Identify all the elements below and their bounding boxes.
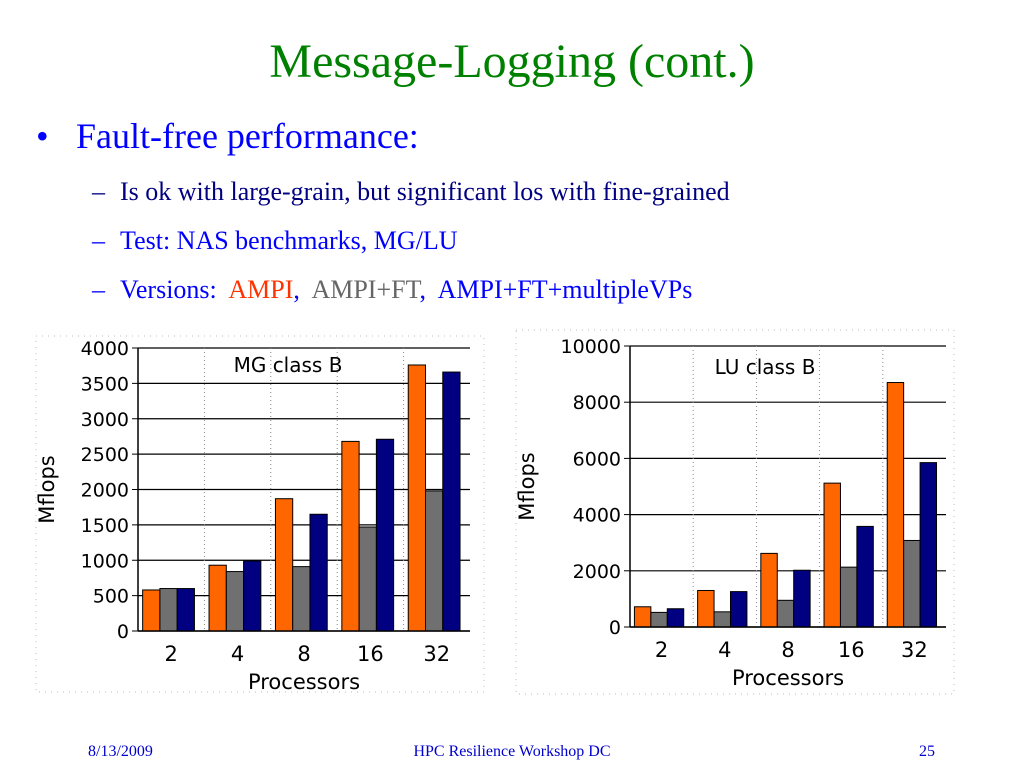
bar [650,611,668,628]
x-tick-label: 2 [165,642,178,666]
lu-class-b-chart: 0 2000 4000 6000 8000 10000 2 4 8 16 32 LU class B P… [510,326,960,698]
y-tick-label: 500 [93,586,129,608]
chart-svg: 0 2000 4000 6000 8000 10000 2 4 8 16 32 LU class B P… [515,329,955,695]
bar [919,462,938,628]
x-tick-label: 16 [838,638,865,662]
dash-marker: – [92,226,105,255]
footer-date: 8/13/2009 [88,743,153,760]
bar [823,482,841,628]
y-tick-label: 2000 [81,480,129,502]
dash-marker: – [92,177,105,206]
sub-bullet-1: – Is ok with large-grain, but significant… [92,176,730,208]
chart-annotation: MG class B [234,353,343,377]
footer-page-number: 25 [919,743,935,760]
y-tick-label: 8000 [573,392,621,414]
x-tick-label: 4 [231,642,244,666]
x-axis-label: Processors [248,670,360,694]
x-tick-label: 32 [423,642,450,666]
version-separator: , [293,275,300,304]
bar [793,569,811,628]
y-axis-label: Mflops [515,452,539,520]
bar [292,566,311,632]
slide-title: Message-Logging (cont.) [269,35,755,88]
y-axis-label: Mflops [35,455,59,523]
bar [274,498,294,632]
mg-class-b-chart: 0 500 1000 1500 2000 2500 3000 3500 4000 2 4 8 16 32 M… [30,332,490,696]
bar [760,552,778,628]
version-ampi-ft: AMPI+FT [311,275,420,304]
bar [407,364,427,632]
versions-prefix: Versions: [120,275,217,304]
bar [358,526,377,632]
bar [856,525,874,628]
y-tick-label: 1500 [81,515,129,537]
bar [159,588,178,632]
sub-bullet-2: – Test: NAS benchmarks, MG/LU [92,225,458,257]
bar [309,513,328,632]
bar [886,382,905,628]
x-tick-label: 4 [718,638,731,662]
y-tick-label: 2000 [573,561,621,583]
sub-bullet-2-text: Test: NAS benchmarks, MG/LU [120,226,458,255]
y-tick-label: 4000 [81,338,129,360]
y-tick-label: 2500 [81,444,129,466]
y-tick-label: 3000 [81,409,129,431]
bar [425,490,444,632]
y-tick-label: 3500 [81,373,129,395]
footer-title: HPC Resilience Workshop DC [413,743,611,760]
bar [776,599,795,628]
sub-bullet-3: – Versions: AMPI, AMPI+FT, AMPI+FT+multip… [92,274,692,306]
bullet-text: Fault-free performance: [76,116,419,156]
bar [142,589,161,632]
bar [341,440,360,632]
version-ampi-ft-multiplevps: AMPI+FT+multipleVPs [437,275,693,304]
bar [442,371,461,632]
main-bullet: • Fault-free performance: [36,114,419,158]
chart-annotation: LU class B [715,355,816,379]
x-tick-label: 2 [655,638,668,662]
y-tick-label: 0 [117,621,129,643]
bullet-marker: • [36,116,49,156]
bar [666,608,685,628]
y-tick-label: 1000 [81,550,129,572]
x-tick-label: 8 [781,638,794,662]
chart-svg: 0 500 1000 1500 2000 2500 3000 3500 4000 2 4 8 16 32 M… [35,335,485,694]
bar [697,589,715,628]
bar [208,564,227,632]
bar [903,539,921,628]
version-separator: , [419,275,427,304]
x-tick-label: 8 [297,642,310,666]
dash-marker: – [92,275,105,304]
bar [633,606,652,628]
bar [176,588,195,632]
y-tick-label: 0 [609,617,621,639]
bar [375,438,395,632]
bar [243,560,262,632]
x-tick-label: 16 [357,642,384,666]
bar [713,611,731,628]
y-tick-label: 6000 [573,448,621,470]
x-axis-label: Processors [732,666,844,690]
version-ampi: AMPI [228,275,294,304]
sub-bullet-1-text: Is ok with large-grain, but significant … [120,177,730,206]
bar [729,591,748,628]
chart-frame [515,329,955,695]
y-tick-label: 10000 [561,336,621,358]
bar [839,566,858,628]
bar [225,571,245,632]
y-tick-label: 4000 [573,505,621,527]
x-tick-label: 32 [901,638,928,662]
